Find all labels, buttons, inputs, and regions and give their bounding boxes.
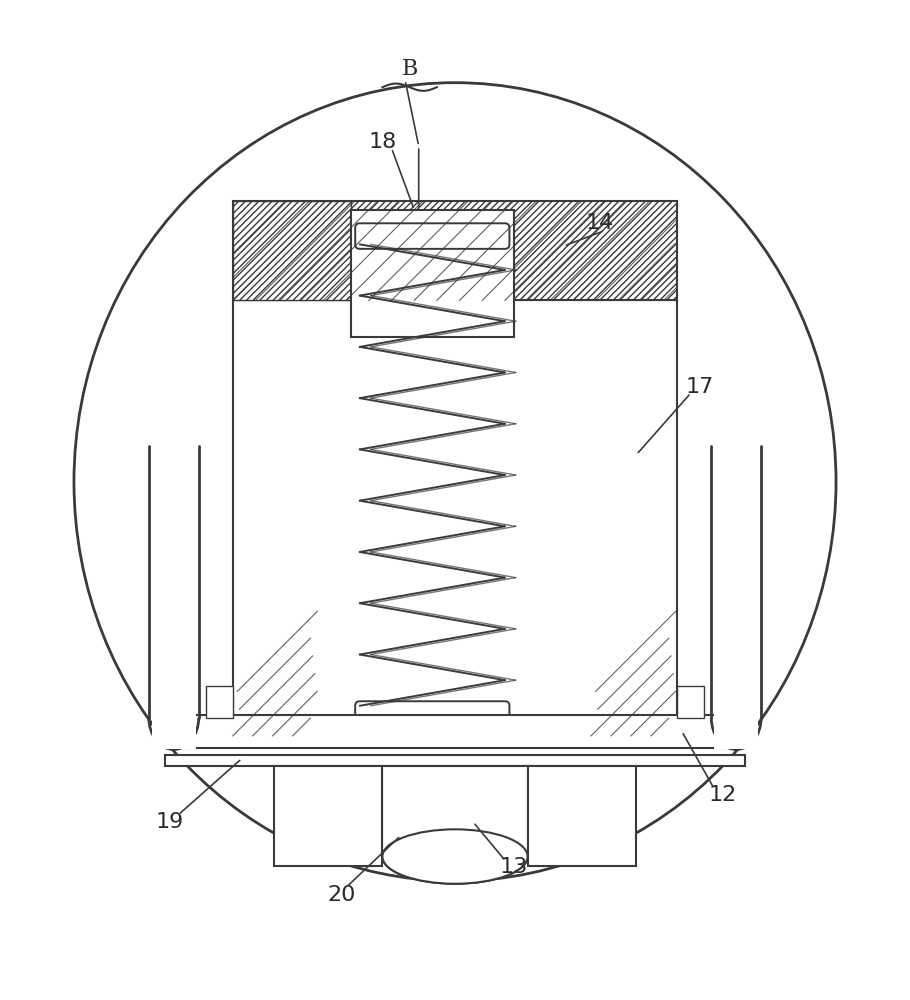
Text: 19: 19 <box>155 812 183 832</box>
Bar <box>233 201 350 300</box>
Text: 20: 20 <box>328 885 356 905</box>
Text: 14: 14 <box>586 213 614 233</box>
Bar <box>350 210 514 337</box>
Text: B: B <box>401 58 418 80</box>
Bar <box>165 715 745 748</box>
Bar <box>206 686 233 718</box>
Text: 17: 17 <box>686 377 714 397</box>
FancyBboxPatch shape <box>355 223 510 249</box>
Text: 12: 12 <box>709 785 737 805</box>
FancyBboxPatch shape <box>355 701 510 727</box>
Bar <box>274 766 382 866</box>
Ellipse shape <box>382 829 528 884</box>
Text: 13: 13 <box>500 857 528 877</box>
Bar <box>528 766 636 866</box>
Bar <box>233 201 677 300</box>
Bar <box>382 766 528 857</box>
Bar <box>233 300 677 736</box>
Bar <box>677 686 704 718</box>
Bar <box>165 755 745 766</box>
Text: 18: 18 <box>369 132 397 152</box>
Bar <box>714 446 758 749</box>
Bar <box>152 446 196 749</box>
